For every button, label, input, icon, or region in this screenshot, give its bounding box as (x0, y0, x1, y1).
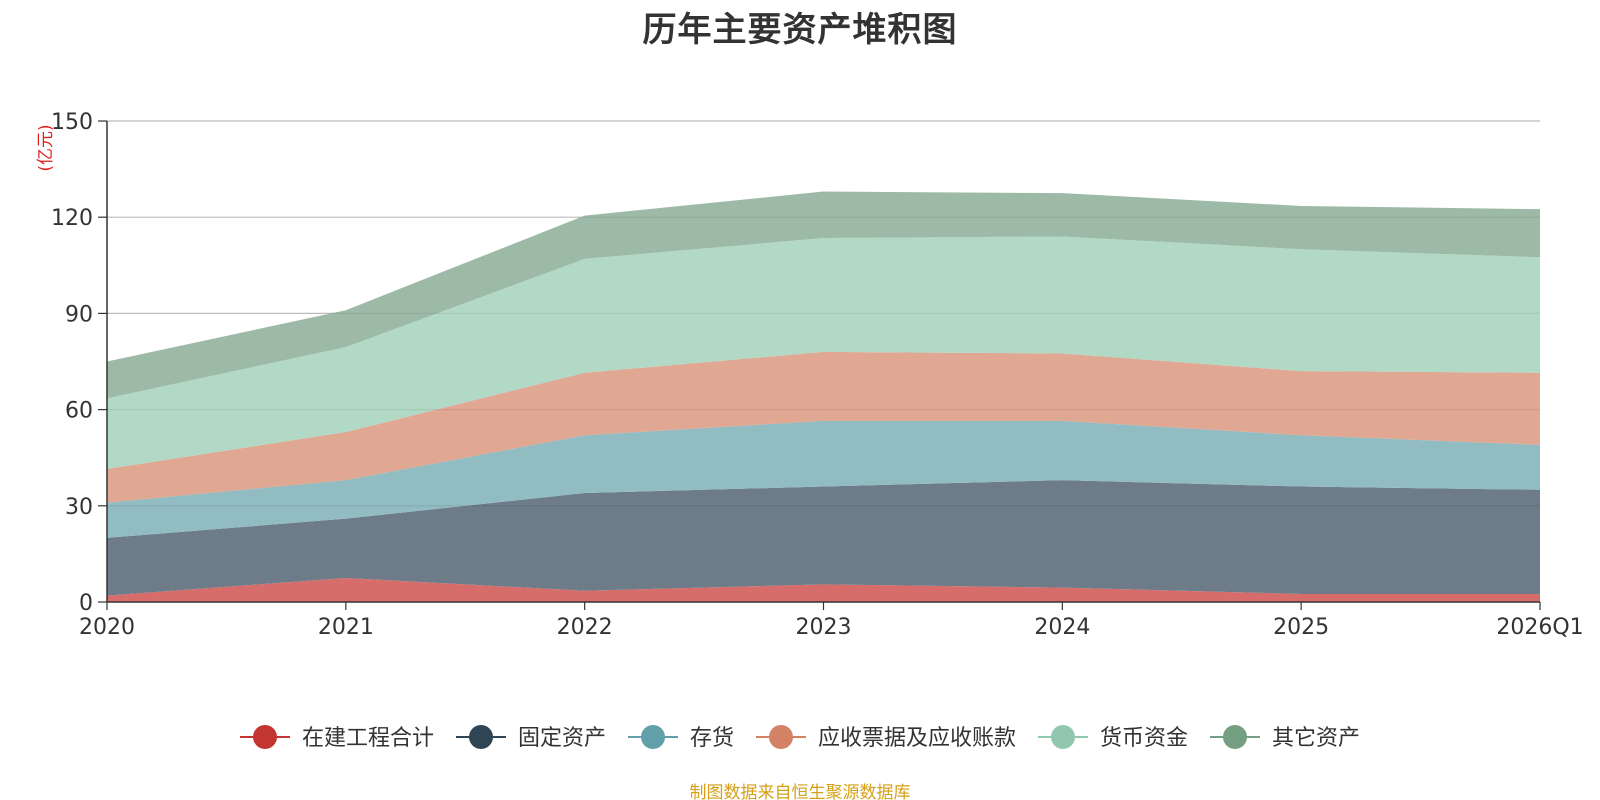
legend-item-2[interactable]: 存货 (628, 725, 734, 751)
legend-item-1[interactable]: 固定资产 (456, 725, 606, 751)
y-tick-label: 0 (79, 591, 93, 616)
legend-item-5[interactable]: 其它资产 (1210, 725, 1360, 751)
y-tick-label: 30 (65, 495, 93, 520)
area-series (107, 120, 1540, 602)
area-series-0[interactable] (107, 577, 1540, 602)
chart-title: 历年主要资产堆积图 (642, 10, 958, 50)
x-tick-label: 2026Q1 (1496, 615, 1583, 640)
area-series-2[interactable] (107, 420, 1540, 538)
legend-item-3[interactable]: 应收票据及应收账款 (756, 725, 1016, 751)
x-tick-label: 2021 (318, 615, 374, 640)
legend-label: 在建工程合计 (302, 726, 434, 751)
legend-label: 存货 (690, 726, 734, 751)
axes: 0 30 60 90 120 150 2020 2021 2022 2023 2024 2025 202… (51, 110, 1584, 640)
legend-item-4[interactable]: 货币资金 (1038, 725, 1188, 751)
y-tick-label: 90 (65, 302, 93, 327)
legend-circle-icon (769, 725, 793, 749)
area-series-3[interactable] (107, 351, 1540, 503)
legend: 在建工程合计 固定资产 存货 应收票据及应收账款 货币资金 其它资产 (240, 725, 1360, 751)
y-tick-label: 120 (51, 206, 93, 231)
source-note: 制图数据来自恒生聚源数据库 (689, 783, 911, 800)
x-tick-label: 2020 (79, 615, 135, 640)
y-tick-label: 150 (51, 110, 93, 135)
y-axis-unit-label: (亿元) (36, 124, 56, 171)
legend-label: 应收票据及应收账款 (818, 726, 1016, 751)
legend-label: 固定资产 (518, 726, 606, 751)
legend-label: 其它资产 (1272, 726, 1360, 751)
legend-label: 货币资金 (1100, 726, 1188, 751)
legend-circle-icon (1051, 725, 1075, 749)
legend-circle-icon (1223, 725, 1247, 749)
x-tick-label: 2024 (1034, 615, 1090, 640)
x-tick-label: 2023 (796, 615, 852, 640)
legend-circle-icon (469, 725, 493, 749)
legend-circle-icon (253, 725, 277, 749)
legend-item-0[interactable]: 在建工程合计 (240, 725, 434, 751)
area-series-4[interactable] (107, 236, 1540, 469)
area-series-5[interactable] (107, 191, 1540, 399)
x-tick-label: 2025 (1273, 615, 1329, 640)
legend-circle-icon (641, 725, 665, 749)
area-series-1[interactable] (107, 480, 1540, 596)
y-tick-label: 60 (65, 399, 93, 424)
x-tick-label: 2022 (557, 615, 613, 640)
